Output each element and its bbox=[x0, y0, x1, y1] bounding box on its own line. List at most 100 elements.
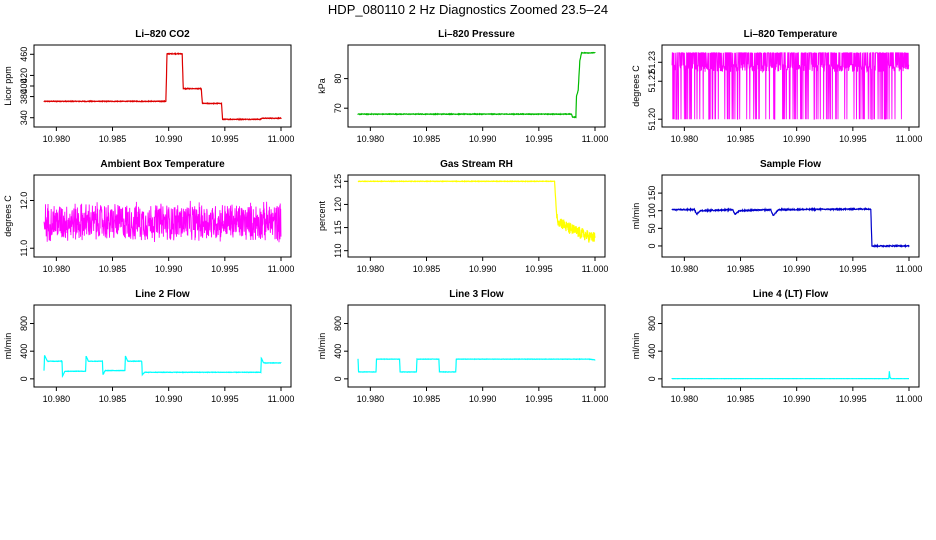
x-tick-label: 10.985 bbox=[727, 394, 755, 404]
panel-title: Line 3 Flow bbox=[449, 289, 504, 300]
panel-title: Li–820 CO2 bbox=[135, 29, 190, 40]
x-tick-label: 11.000 bbox=[896, 134, 923, 144]
panel-8: Line 4 (LT) Flow 10.980 10.985 10.990 10.995… bbox=[631, 289, 922, 404]
x-tick-label: 11.000 bbox=[268, 264, 295, 274]
panel-2: Li–820 Temperature 10.980 10.985 10.990 10.9… bbox=[631, 29, 922, 144]
x-tick-label: 10.980 bbox=[43, 394, 71, 404]
y-axis-label: kPa bbox=[317, 78, 327, 94]
y-tick-label: 50 bbox=[647, 223, 657, 233]
x-tick-label: 10.990 bbox=[469, 394, 497, 404]
panel-title: Line 2 Flow bbox=[135, 289, 190, 300]
x-tick-label: 10.985 bbox=[99, 394, 127, 404]
x-tick-label: 10.990 bbox=[469, 264, 497, 274]
series-line bbox=[357, 179, 596, 243]
x-tick-label: 10.990 bbox=[783, 264, 811, 274]
y-tick-label: 115 bbox=[333, 220, 343, 234]
x-tick-label: 10.990 bbox=[155, 134, 183, 144]
panel-title: Li–820 Pressure bbox=[438, 29, 515, 40]
y-axis-label: ml/min bbox=[631, 203, 641, 230]
x-tick-label: 11.000 bbox=[582, 394, 609, 404]
x-tick-label: 10.995 bbox=[839, 264, 867, 274]
panel-1: Li–820 Pressure 10.980 10.985 10.990 10.995 1… bbox=[317, 29, 608, 144]
y-axis-label: ml/min bbox=[631, 333, 641, 360]
y-tick-label: 340 bbox=[19, 110, 29, 125]
y-tick-label: 400 bbox=[19, 344, 29, 359]
y-axis-label: percent bbox=[317, 200, 327, 231]
y-tick-label: 0 bbox=[333, 376, 343, 381]
y-tick-label: 11.0 bbox=[19, 240, 29, 257]
x-tick-label: 10.980 bbox=[671, 394, 699, 404]
panel-4: Gas Stream RH 10.980 10.985 10.990 10.995 11.… bbox=[317, 159, 608, 274]
y-tick-label: 70 bbox=[333, 103, 343, 113]
x-tick-label: 10.985 bbox=[727, 134, 755, 144]
x-tick-label: 11.000 bbox=[896, 264, 923, 274]
x-tick-label: 10.980 bbox=[357, 264, 385, 274]
plot-frame bbox=[347, 44, 606, 128]
series-line bbox=[357, 358, 596, 373]
y-tick-label: 80 bbox=[333, 74, 343, 84]
plot-frame bbox=[661, 44, 920, 128]
panel-title: Li–820 Temperature bbox=[744, 29, 838, 40]
x-tick-label: 10.995 bbox=[211, 394, 239, 404]
page-title: HDP_080110 2 Hz Diagnostics Zoomed 23.5–… bbox=[328, 2, 608, 17]
x-tick-label: 10.985 bbox=[99, 264, 127, 274]
panel-title: Sample Flow bbox=[760, 159, 821, 170]
panel-title: Line 4 (LT) Flow bbox=[753, 289, 829, 300]
x-tick-label: 10.990 bbox=[783, 134, 811, 144]
y-tick-label: 125 bbox=[333, 174, 343, 189]
x-tick-label: 10.985 bbox=[99, 134, 127, 144]
panel-5: Sample Flow 10.980 10.985 10.990 10.995 11.00… bbox=[631, 159, 922, 274]
y-tick-label: 12.0 bbox=[19, 192, 29, 210]
x-tick-label: 10.980 bbox=[671, 134, 699, 144]
x-tick-label: 11.000 bbox=[268, 394, 295, 404]
x-tick-label: 10.980 bbox=[357, 134, 385, 144]
series-line bbox=[671, 52, 910, 120]
x-tick-label: 10.980 bbox=[671, 264, 699, 274]
y-tick-label: 110 bbox=[333, 244, 343, 258]
panel-6: Line 2 Flow 10.980 10.985 10.990 10.995 11.00… bbox=[3, 289, 294, 404]
panel-7: Line 3 Flow 10.980 10.985 10.990 10.995 11.00… bbox=[317, 289, 608, 404]
y-tick-label: 51.20 bbox=[647, 108, 657, 131]
y-axis-label: degrees C bbox=[3, 195, 13, 237]
y-axis-label: Licor ppm bbox=[3, 66, 13, 106]
y-tick-label: 800 bbox=[19, 316, 29, 331]
panel-title: Ambient Box Temperature bbox=[100, 159, 225, 170]
x-tick-label: 11.000 bbox=[582, 134, 609, 144]
x-tick-label: 10.995 bbox=[211, 264, 239, 274]
x-tick-label: 10.985 bbox=[413, 264, 441, 274]
y-tick-label: 800 bbox=[333, 316, 343, 331]
x-tick-label: 10.990 bbox=[469, 134, 497, 144]
plot-frame bbox=[661, 304, 920, 388]
y-axis-label: degrees C bbox=[631, 65, 641, 107]
panel-0: Li–820 CO2 10.980 10.985 10.990 10.995 11.000… bbox=[3, 29, 294, 144]
x-tick-label: 10.985 bbox=[413, 394, 441, 404]
plot-frame bbox=[33, 44, 292, 128]
panel-title: Gas Stream RH bbox=[440, 159, 513, 170]
x-tick-label: 10.990 bbox=[155, 394, 183, 404]
x-tick-label: 10.995 bbox=[525, 394, 553, 404]
x-tick-label: 10.995 bbox=[525, 134, 553, 144]
x-tick-label: 10.985 bbox=[727, 264, 755, 274]
y-tick-label: 400 bbox=[647, 344, 657, 359]
series-line bbox=[671, 206, 910, 249]
y-tick-label: 460 bbox=[19, 47, 29, 62]
y-tick-label: 380 bbox=[19, 89, 29, 104]
y-tick-label: 400 bbox=[333, 344, 343, 359]
x-tick-label: 10.995 bbox=[525, 264, 553, 274]
x-tick-label: 10.980 bbox=[43, 264, 71, 274]
x-tick-label: 10.990 bbox=[155, 264, 183, 274]
y-tick-label: 800 bbox=[647, 316, 657, 331]
plot-frame bbox=[661, 174, 920, 258]
y-tick-label: 150 bbox=[647, 186, 657, 201]
series-line bbox=[671, 371, 909, 380]
series-line bbox=[43, 355, 282, 378]
series-line bbox=[43, 200, 282, 243]
y-tick-label: 51.23 bbox=[647, 51, 657, 74]
y-tick-label: 0 bbox=[647, 376, 657, 381]
series-line bbox=[357, 51, 596, 119]
y-tick-label: 400 bbox=[19, 78, 29, 93]
y-axis-label: ml/min bbox=[3, 333, 13, 360]
x-tick-label: 11.000 bbox=[896, 394, 923, 404]
plot-frame bbox=[347, 304, 606, 388]
